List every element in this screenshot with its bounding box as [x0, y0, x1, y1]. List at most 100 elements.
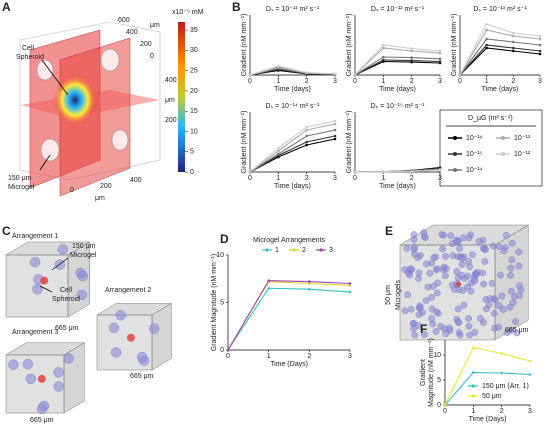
point: [438, 57, 442, 61]
microgel: [481, 258, 489, 265]
point: [538, 37, 542, 41]
series-line: [227, 287, 351, 351]
microgel: [469, 251, 476, 259]
label: Spheroid: [16, 54, 44, 61]
point: [458, 73, 462, 77]
microgel: [115, 310, 126, 321]
microgel: [403, 245, 411, 252]
label: 150 μm: [8, 175, 32, 182]
x-axis-label: Time (days): [274, 86, 311, 93]
series-line: [459, 47, 541, 76]
colorbar-tick-label: 35: [190, 27, 198, 34]
point: [333, 134, 337, 138]
microgel: [465, 315, 472, 322]
microgel: [488, 280, 496, 287]
microgel: [53, 367, 64, 378]
microgel: [512, 318, 519, 325]
legend-swatch: [501, 136, 505, 140]
legend-box: [439, 109, 543, 187]
point: [472, 371, 475, 374]
colorbar-tick-label: 5: [190, 149, 194, 156]
y-axis-label: Magnitude (nM mm⁻¹): [428, 338, 435, 407]
point: [410, 170, 413, 173]
microgel: [448, 281, 456, 289]
series-line: [354, 44, 441, 76]
label: 50 μm: [385, 285, 392, 305]
microgel: [516, 292, 523, 299]
cube-side: [63, 342, 85, 414]
microgel: [491, 324, 499, 332]
legend-label: 3: [329, 247, 333, 254]
point: [267, 286, 270, 290]
colorbar-tick-label: 10: [190, 128, 198, 135]
legend-label: 2: [302, 247, 306, 254]
microgel: [474, 268, 481, 276]
microgel: [465, 257, 472, 265]
point: [512, 40, 515, 44]
panel-label: E: [385, 224, 393, 238]
legend-swatch: [471, 384, 475, 388]
point: [348, 290, 352, 294]
microgel: [401, 307, 409, 315]
axis-unit: μm: [165, 97, 175, 104]
microgel: [420, 229, 428, 236]
microgel: [29, 257, 41, 268]
x-tick-label: 2: [410, 175, 414, 182]
series-line: [459, 38, 541, 76]
point: [528, 373, 532, 376]
colorbar-tick-label: 30: [190, 47, 198, 54]
series-line: [249, 135, 336, 173]
point: [538, 43, 542, 47]
microgel: [410, 236, 418, 243]
microgel: [464, 283, 471, 291]
point: [512, 34, 515, 38]
microgel: [57, 244, 69, 255]
legend-title: Microgel Arrangements: [253, 237, 325, 244]
label: Cell: [22, 45, 35, 52]
spheroid: [126, 333, 135, 342]
axis-number: 200: [165, 117, 177, 124]
chart-title: Dₛ = 10⁻¹² m² s⁻¹: [371, 6, 425, 13]
microgel: [433, 289, 441, 297]
point: [305, 140, 308, 144]
y-tick-label: 10: [216, 252, 224, 259]
chart-title: Dₛ = 10⁻¹⁴ m² s⁻¹: [265, 103, 320, 110]
microgel: [499, 306, 507, 313]
microgel: [136, 351, 148, 363]
series-line: [354, 56, 441, 76]
x-axis-label: Time (days): [274, 183, 311, 190]
microgel: [22, 358, 33, 370]
series-line: [354, 59, 441, 76]
microgel: [458, 261, 466, 268]
x-tick-label: 0: [353, 78, 357, 85]
label: 150 μm: [72, 243, 96, 250]
microgel: [36, 403, 48, 414]
chart-title: Dₛ = 10⁻¹⁵ m² s⁻¹: [371, 103, 426, 110]
point: [410, 56, 413, 59]
microgel: [63, 353, 74, 364]
x-tick-label: 2: [500, 408, 504, 415]
x-tick-label: 3: [348, 353, 352, 360]
point: [382, 46, 385, 50]
label: Arrangement 2: [105, 287, 151, 294]
legend-label: 10⁻¹⁵: [466, 151, 483, 158]
panel-label: B: [232, 0, 241, 14]
series-line: [354, 47, 441, 76]
microgel: [440, 231, 448, 239]
axis-number: 400: [165, 77, 177, 84]
microgel: [471, 328, 479, 336]
point: [485, 46, 488, 50]
series-line: [227, 280, 351, 351]
microgel: [428, 315, 435, 322]
point: [512, 46, 515, 50]
point: [248, 73, 252, 77]
colorbar-tick-label: 20: [190, 88, 198, 95]
y-axis-label: Gradient (nM mm⁻¹): [241, 14, 248, 77]
microgel: [500, 247, 508, 255]
point: [333, 128, 337, 132]
point: [538, 52, 542, 56]
x-tick-label: 3: [438, 78, 442, 85]
microgel: [8, 359, 19, 370]
point: [500, 352, 503, 355]
y-tick-label: 5: [220, 299, 224, 306]
